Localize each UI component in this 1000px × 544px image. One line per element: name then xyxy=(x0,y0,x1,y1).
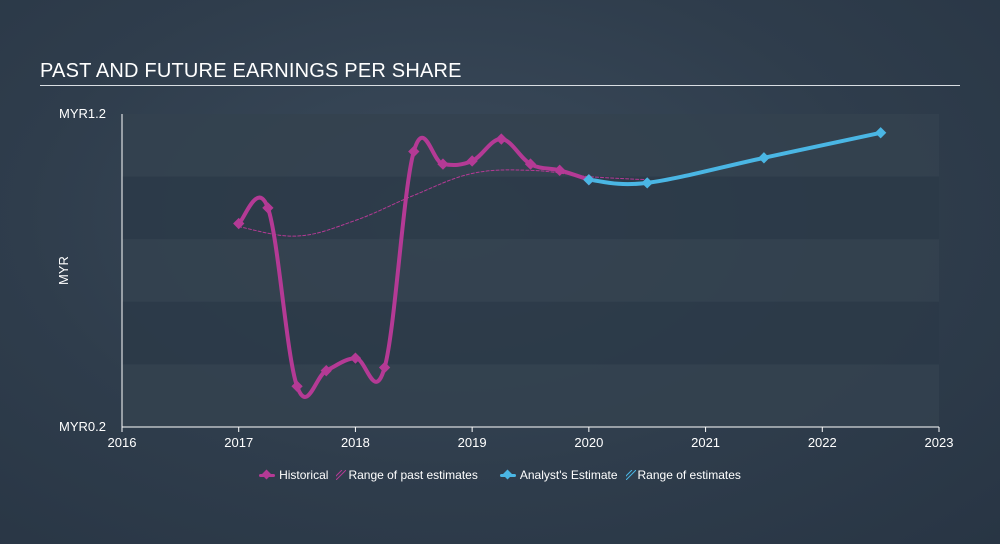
historical-point xyxy=(291,380,303,392)
estimate-point xyxy=(874,127,887,139)
x-tick-label: 2016 xyxy=(108,435,137,450)
historical-point xyxy=(233,217,245,230)
historical-marker-icon xyxy=(259,469,276,480)
legend: Historical Range of past estimates Analy… xyxy=(0,468,1000,482)
estimate-point xyxy=(758,152,770,164)
chart-title: PAST AND FUTURE EARNINGS PER SHARE xyxy=(40,60,462,82)
estimate-marker-icon xyxy=(499,469,516,480)
y-tick-label: MYR1.2 xyxy=(59,106,106,121)
grid-band xyxy=(122,301,939,365)
x-tick-label: 2019 xyxy=(458,435,487,450)
historical-line xyxy=(236,135,591,399)
hatch-icon xyxy=(625,470,636,480)
legend-item-historical[interactable]: Historical xyxy=(259,468,328,482)
series-markers xyxy=(233,127,887,392)
historical-point xyxy=(262,202,274,214)
grid-band xyxy=(122,239,939,302)
estimate-point xyxy=(583,174,595,186)
historical-point xyxy=(466,155,478,167)
legend-label-past-range: Range of past estimates xyxy=(348,468,478,482)
estimate-point xyxy=(641,177,653,189)
x-tick-label: 2022 xyxy=(808,435,837,450)
grid-band xyxy=(122,364,939,427)
hatch-icon xyxy=(336,470,347,480)
background-bands xyxy=(122,114,939,427)
x-tick-label: 2021 xyxy=(691,435,720,450)
x-tick-label: 2018 xyxy=(341,435,370,450)
axis-labels: 2016 2017 2018 2019 2020 2021 2022 2023 MYR1.2 MY… xyxy=(56,106,953,450)
legend-item-past-range[interactable]: Range of past estimates xyxy=(336,468,478,482)
historical-point xyxy=(349,352,362,364)
x-tick-label: 2020 xyxy=(574,435,603,450)
legend-label-estimate: Analyst's Estimate xyxy=(519,468,618,482)
title-divider xyxy=(40,85,960,86)
historical-point xyxy=(408,145,420,158)
x-tick-label: 2017 xyxy=(224,435,253,450)
legend-item-future-range[interactable]: Range of estimates xyxy=(625,468,741,482)
y-axis-label: MYR xyxy=(56,256,71,285)
axes xyxy=(121,114,940,432)
series-lines xyxy=(236,130,883,399)
legend-label-future-range: Range of estimates xyxy=(637,468,741,482)
legend-label-historical: Historical xyxy=(279,468,329,482)
estimate-line xyxy=(586,130,883,187)
historical-point xyxy=(554,164,566,176)
historical-point xyxy=(495,133,507,145)
historical-point xyxy=(320,365,332,377)
historical-point xyxy=(524,158,537,170)
historical-point xyxy=(437,158,449,170)
y-tick-label: MYR0.2 xyxy=(59,419,106,434)
historical-point xyxy=(378,361,391,374)
x-tick-label: 2023 xyxy=(925,435,954,450)
legend-item-estimate[interactable]: Analyst's Estimate xyxy=(499,468,618,482)
grid-band xyxy=(122,176,939,240)
